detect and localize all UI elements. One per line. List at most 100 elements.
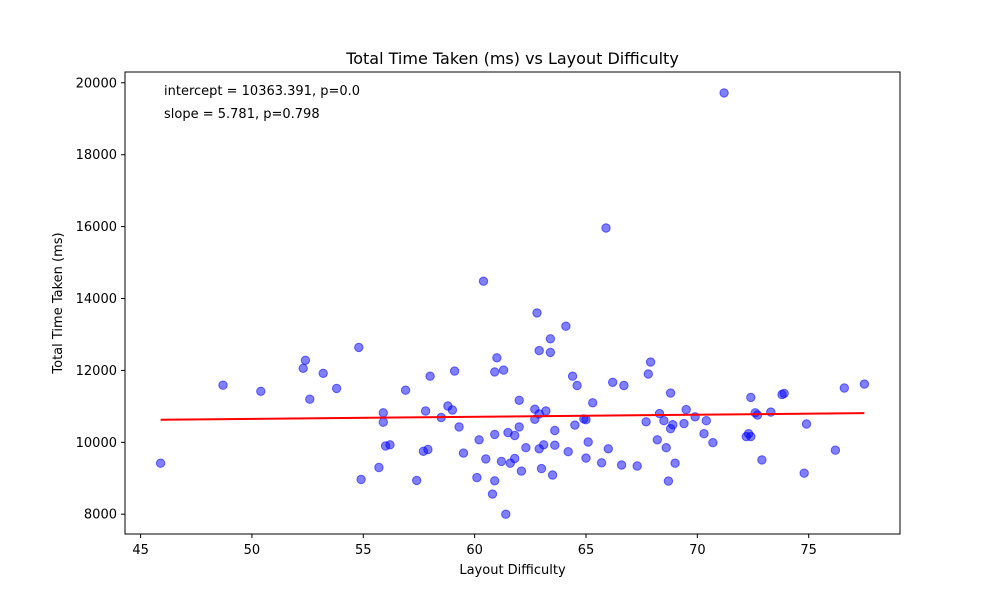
data-point <box>699 429 709 439</box>
data-point <box>641 417 651 427</box>
y-tick-label: 14000 <box>76 292 117 307</box>
x-axis: 45 50 55 60 65 70 75 <box>132 534 817 558</box>
data-point <box>588 398 598 408</box>
y-tick-label: 16000 <box>76 220 117 235</box>
data-point <box>572 380 582 391</box>
annotation-intercept: intercept = 10363.391, p=0.0 <box>164 84 360 99</box>
data-point <box>458 448 469 458</box>
data-point <box>521 443 531 453</box>
data-point <box>757 455 767 465</box>
data-point <box>670 458 680 468</box>
data-point <box>218 380 228 390</box>
data-point <box>701 416 711 426</box>
data-point <box>474 435 484 445</box>
points-layer <box>155 88 870 519</box>
data-point <box>659 416 669 426</box>
y-tick-label: 20000 <box>76 76 117 91</box>
data-point <box>454 422 464 432</box>
data-point <box>545 347 556 358</box>
data-point <box>539 440 549 450</box>
data-point <box>481 454 491 464</box>
data-point <box>541 406 551 416</box>
data-point <box>581 453 591 463</box>
data-point <box>547 470 558 480</box>
x-tick-label: 55 <box>355 543 372 558</box>
data-point <box>536 463 547 474</box>
data-point <box>708 438 718 448</box>
data-point <box>668 420 678 430</box>
y-axis-label: Total Time Taken (ms) <box>51 232 66 374</box>
data-point <box>514 422 524 432</box>
data-point <box>643 369 653 379</box>
data-point <box>490 476 500 486</box>
data-point <box>420 406 431 416</box>
x-tick-label: 45 <box>132 543 149 558</box>
x-tick-label: 60 <box>466 543 483 558</box>
data-point <box>496 456 507 467</box>
data-point <box>830 445 841 455</box>
data-point <box>318 368 328 378</box>
data-point <box>681 404 691 415</box>
x-axis-label: Layout Difficulty <box>459 563 566 578</box>
data-point <box>490 429 500 440</box>
data-point <box>719 88 729 98</box>
plot-area <box>124 71 901 535</box>
data-point <box>412 475 422 486</box>
data-point <box>801 419 812 429</box>
data-point <box>583 437 593 447</box>
data-point <box>449 366 460 376</box>
data-point <box>514 395 524 405</box>
data-point <box>563 447 573 457</box>
data-point <box>799 468 809 478</box>
y-tick-label: 18000 <box>76 148 117 163</box>
data-point <box>570 420 580 430</box>
data-point <box>746 392 756 403</box>
data-point <box>447 405 458 415</box>
data-point <box>378 417 388 427</box>
data-point <box>661 443 671 453</box>
data-point <box>423 444 433 455</box>
data-point <box>550 425 560 436</box>
data-point <box>298 363 308 373</box>
data-point <box>356 474 366 485</box>
data-point <box>679 418 689 429</box>
data-point <box>601 223 611 233</box>
data-point <box>374 462 384 473</box>
x-tick-label: 70 <box>689 543 706 558</box>
y-tick-label: 10000 <box>76 436 117 451</box>
data-point <box>779 388 789 399</box>
data-point <box>596 458 607 468</box>
data-point <box>510 453 520 464</box>
regression-line <box>160 412 865 421</box>
y-tick-label: 8000 <box>84 508 117 523</box>
y-axis: 8000 10000 12000 14000 16000 18000 20000 <box>76 76 125 523</box>
data-point <box>256 386 266 396</box>
data-point <box>331 383 342 394</box>
data-point <box>619 380 629 391</box>
data-point <box>567 371 578 381</box>
data-point <box>478 276 489 286</box>
data-point <box>652 435 662 445</box>
data-point <box>561 321 571 331</box>
data-point <box>665 388 676 398</box>
y-tick-label: 12000 <box>76 364 117 379</box>
data-point <box>608 377 618 387</box>
data-point <box>155 458 166 468</box>
data-point <box>645 357 656 367</box>
data-point <box>839 383 849 393</box>
data-point <box>378 408 388 418</box>
fit-line-layer <box>160 412 865 421</box>
data-point <box>746 431 756 442</box>
data-point <box>534 345 544 356</box>
data-point <box>516 466 527 476</box>
data-point <box>490 367 500 377</box>
x-tick-label: 75 <box>800 543 817 558</box>
data-point <box>663 476 674 486</box>
data-point <box>603 444 613 454</box>
x-tick-label: 65 <box>578 543 595 558</box>
chart-title: Total Time Taken (ms) vs Layout Difficul… <box>345 49 679 68</box>
data-point <box>472 472 482 483</box>
data-point <box>545 334 556 344</box>
